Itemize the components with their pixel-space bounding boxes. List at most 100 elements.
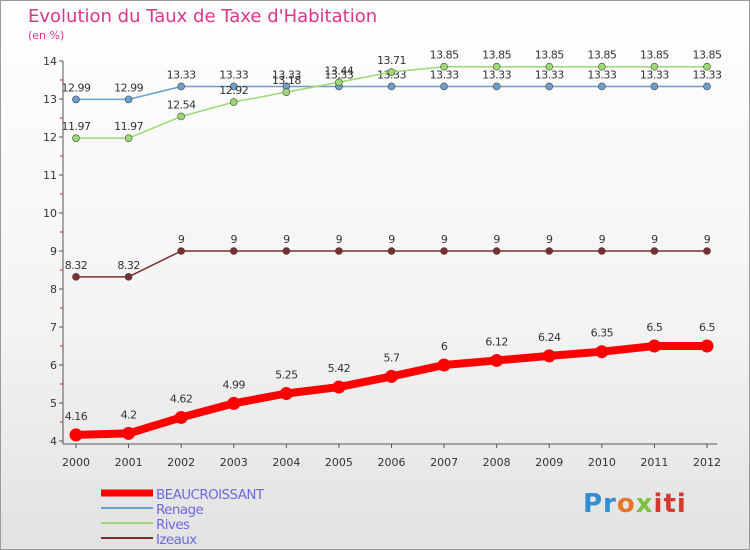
- data-point: [124, 273, 133, 281]
- data-label: 9: [336, 233, 343, 246]
- logo-part: iti: [653, 489, 687, 519]
- data-point: [335, 247, 343, 255]
- data-label: 12.92: [219, 84, 248, 97]
- chart-units: (en %): [28, 29, 65, 42]
- data-label: 5.25: [275, 369, 298, 382]
- data-point: [227, 396, 241, 410]
- data-label: 13.33: [272, 68, 301, 81]
- data-point: [124, 134, 133, 142]
- data-point: [72, 95, 80, 104]
- data-label: 5.7: [384, 351, 400, 364]
- data-label: 13.85: [482, 49, 511, 62]
- data-label: 5.42: [328, 362, 351, 375]
- x-tick-label: 2006: [378, 456, 406, 469]
- data-label: 6.24: [538, 331, 561, 344]
- data-label: 9: [546, 233, 553, 246]
- data-label: 13.33: [640, 68, 669, 81]
- data-point: [72, 273, 80, 281]
- data-point: [595, 345, 609, 359]
- legend-label: Rives: [156, 517, 190, 533]
- x-tick-label: 2005: [325, 456, 353, 469]
- x-tick-label: 2003: [220, 456, 248, 469]
- data-label: 8.32: [65, 259, 88, 272]
- data-label: 9: [493, 233, 500, 246]
- data-label: 13.85: [535, 49, 564, 62]
- data-point: [282, 88, 291, 96]
- data-point: [545, 82, 554, 91]
- data-point: [229, 82, 238, 91]
- data-point: [545, 247, 554, 255]
- data-label: 9: [178, 233, 185, 246]
- x-tick-label: 2011: [640, 456, 668, 469]
- data-label: 4.99: [223, 378, 246, 391]
- data-label: 13.33: [482, 68, 511, 81]
- data-point: [122, 426, 136, 440]
- data-point: [650, 82, 659, 91]
- x-tick-label: 2010: [588, 456, 616, 469]
- data-point: [279, 387, 293, 400]
- series-line: [75, 250, 708, 278]
- y-tick-label: 11: [43, 169, 57, 182]
- data-label: 9: [704, 233, 711, 246]
- data-point: [124, 95, 133, 104]
- data-label: 12.54: [167, 98, 196, 111]
- x-tick-label: 2007: [430, 456, 458, 469]
- y-tick-label: 4: [50, 435, 57, 448]
- data-label: 9: [599, 233, 606, 246]
- data-label: 9: [283, 233, 290, 246]
- data-label: 13.33: [535, 68, 564, 81]
- data-label: 6: [441, 340, 448, 353]
- data-label: 6.5: [646, 321, 662, 334]
- x-tick-label: 2000: [62, 456, 90, 469]
- data-point: [177, 82, 185, 91]
- data-label: 13.33: [693, 68, 722, 81]
- x-tick-label: 2002: [167, 456, 195, 469]
- legend-label: Izeaux: [156, 532, 197, 548]
- logo-part: Pr: [583, 489, 617, 519]
- data-label: 9: [388, 233, 395, 246]
- data-point: [282, 247, 291, 255]
- data-point: [650, 62, 659, 71]
- data-point: [440, 247, 448, 255]
- data-label: 9: [441, 233, 448, 246]
- data-label: 13.85: [587, 49, 616, 62]
- data-point: [387, 82, 396, 91]
- data-point: [492, 82, 501, 91]
- data-label: 12.99: [62, 81, 91, 94]
- y-tick-label: 12: [43, 131, 57, 144]
- data-label: 4.62: [170, 392, 193, 405]
- data-point: [598, 62, 606, 71]
- data-point: [440, 82, 448, 91]
- y-tick-label: 14: [43, 55, 57, 68]
- data-label: 9: [231, 233, 238, 246]
- data-point: [229, 247, 238, 255]
- data-point: [72, 134, 80, 142]
- data-label: 13.18: [272, 74, 301, 87]
- data-point: [545, 62, 554, 71]
- data-label: 13.44: [324, 64, 353, 77]
- data-label: 11.97: [62, 120, 91, 133]
- data-point: [177, 247, 185, 255]
- data-point: [387, 247, 396, 255]
- y-tick-label: 8: [50, 283, 57, 296]
- x-tick-label: 2012: [693, 456, 721, 469]
- y-tick-label: 5: [50, 397, 57, 410]
- logo-part: o: [616, 489, 636, 519]
- data-label: 13.33: [324, 68, 353, 81]
- x-tick-label: 2004: [272, 456, 300, 469]
- data-label: 4.16: [65, 410, 88, 423]
- y-tick-label: 10: [43, 207, 57, 220]
- y-tick-label: 13: [43, 93, 57, 106]
- data-label: 13.33: [587, 68, 616, 81]
- data-point: [490, 353, 504, 367]
- data-label: 13.71: [377, 54, 406, 67]
- data-point: [700, 339, 714, 353]
- data-point: [174, 410, 188, 424]
- data-point: [440, 62, 448, 71]
- proxiti-logo: Proxiti: [583, 489, 687, 519]
- data-point: [492, 62, 501, 71]
- data-point: [703, 62, 711, 71]
- chart-title: Evolution du Taux de Taxe d'Habitation: [28, 6, 378, 27]
- data-label: 13.85: [430, 49, 459, 62]
